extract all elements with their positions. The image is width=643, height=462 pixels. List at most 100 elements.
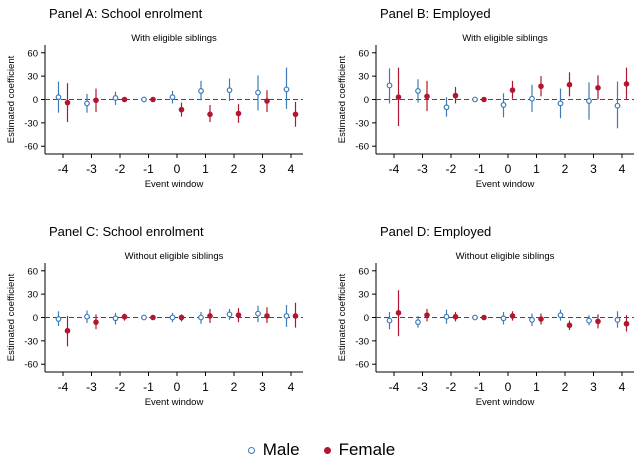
point-estimate: [235, 110, 242, 117]
point-estimate: [169, 94, 176, 101]
point-estimate: [472, 96, 478, 103]
x-tick-label: 0: [174, 380, 181, 394]
point-estimate: [557, 312, 564, 319]
point-estimate: [623, 81, 630, 87]
y-axis-title: Estimated coefficient: [337, 55, 348, 143]
series-female: [395, 290, 630, 337]
point-estimate: [150, 96, 156, 103]
point-estimate: [509, 87, 516, 93]
point-estimate: [395, 310, 402, 316]
point-estimate: [529, 95, 535, 102]
x-tick-label: -3: [86, 380, 97, 394]
y-tick-label: -30: [24, 336, 38, 347]
point-estimate: [55, 94, 62, 101]
x-tick-label: -4: [389, 162, 400, 176]
point-estimate: [292, 111, 299, 118]
figure: Panel A: School enrolment With eligible s…: [6, 6, 634, 408]
x-tick-label: -3: [417, 162, 428, 176]
point-estimate: [529, 316, 535, 323]
y-tick-label: -30: [355, 336, 369, 347]
point-estimate: [443, 313, 450, 320]
point-estimate: [500, 102, 507, 108]
y-tick-label: -30: [24, 118, 38, 129]
panel-4: Panel D: Employed Without eligible siblin…: [337, 224, 634, 408]
y-axis-title: Estimated coefficient: [6, 55, 17, 143]
x-axis-title: Event window: [145, 179, 204, 190]
panel-title: Panel B: Employed: [380, 6, 491, 21]
point-estimate: [178, 314, 185, 321]
point-estimate: [415, 88, 421, 94]
point-estimate: [121, 96, 128, 103]
point-estimate: [386, 82, 393, 89]
point-estimate: [452, 313, 459, 320]
y-tick-label: 0: [33, 313, 38, 324]
series-male: [55, 67, 290, 113]
x-tick-label: -1: [474, 380, 485, 394]
point-estimate: [614, 102, 621, 109]
y-axis-title: Estimated coefficient: [337, 273, 348, 361]
point-estimate: [586, 317, 592, 324]
x-tick-label: 2: [231, 162, 238, 176]
point-estimate: [93, 319, 99, 325]
x-tick-label: 4: [619, 380, 626, 394]
point-estimate: [481, 314, 487, 321]
x-tick-label: -3: [417, 380, 428, 394]
point-estimate: [500, 315, 507, 322]
x-axis-title: Event window: [476, 397, 535, 408]
male-marker-icon: [247, 446, 255, 454]
x-tick-label: -2: [446, 380, 457, 394]
y-tick-label: 0: [364, 313, 369, 324]
x-tick-label: -4: [389, 380, 400, 394]
x-tick-label: -2: [446, 162, 457, 176]
point-estimate: [264, 313, 270, 319]
point-estimate: [443, 104, 450, 111]
x-tick-label: 3: [590, 162, 597, 176]
y-tick-label: 30: [358, 72, 369, 83]
point-estimate: [557, 100, 564, 107]
panel-title: Panel D: Employed: [380, 224, 491, 239]
x-tick-label: -2: [115, 380, 126, 394]
x-tick-label: 2: [562, 162, 569, 176]
x-axis-title: Event window: [476, 179, 535, 190]
point-estimate: [283, 86, 290, 93]
x-tick-label: 4: [288, 380, 295, 394]
point-estimate: [452, 92, 459, 99]
x-tick-label: 0: [505, 380, 512, 394]
y-tick-label: 60: [27, 48, 38, 59]
y-tick-label: -60: [24, 360, 38, 371]
x-tick-label: 1: [202, 162, 209, 176]
point-estimate: [614, 316, 621, 323]
point-estimate: [566, 81, 573, 88]
point-estimate: [226, 311, 233, 318]
point-estimate: [538, 83, 544, 90]
series-male: [386, 68, 621, 129]
point-estimate: [255, 310, 261, 317]
point-estimate: [509, 313, 516, 319]
y-tick-label: 30: [358, 290, 369, 301]
point-estimate: [64, 99, 71, 106]
point-estimate: [292, 313, 299, 319]
x-tick-label: 4: [288, 162, 295, 176]
point-estimate: [595, 85, 601, 91]
point-estimate: [112, 315, 119, 322]
x-tick-label: -1: [143, 380, 154, 394]
x-tick-label: 3: [590, 380, 597, 394]
point-estimate: [595, 318, 601, 325]
series-female: [64, 83, 299, 127]
point-estimate: [623, 320, 630, 327]
point-estimate: [84, 100, 90, 107]
x-tick-label: -2: [115, 162, 126, 176]
y-tick-label: -30: [355, 118, 369, 129]
y-tick-label: -60: [355, 360, 369, 371]
x-tick-label: -4: [58, 380, 69, 394]
point-estimate: [84, 313, 90, 320]
point-estimate: [235, 312, 242, 318]
point-estimate: [207, 313, 213, 319]
x-tick-label: -1: [143, 162, 154, 176]
panel-1: Panel A: School enrolment With eligible s…: [6, 6, 303, 190]
x-tick-label: 0: [505, 162, 512, 176]
y-tick-label: 0: [33, 95, 38, 106]
point-estimate: [424, 312, 430, 318]
panel-3: Panel C: School enrolment Without eligibl…: [6, 224, 303, 408]
series-female: [395, 67, 630, 126]
